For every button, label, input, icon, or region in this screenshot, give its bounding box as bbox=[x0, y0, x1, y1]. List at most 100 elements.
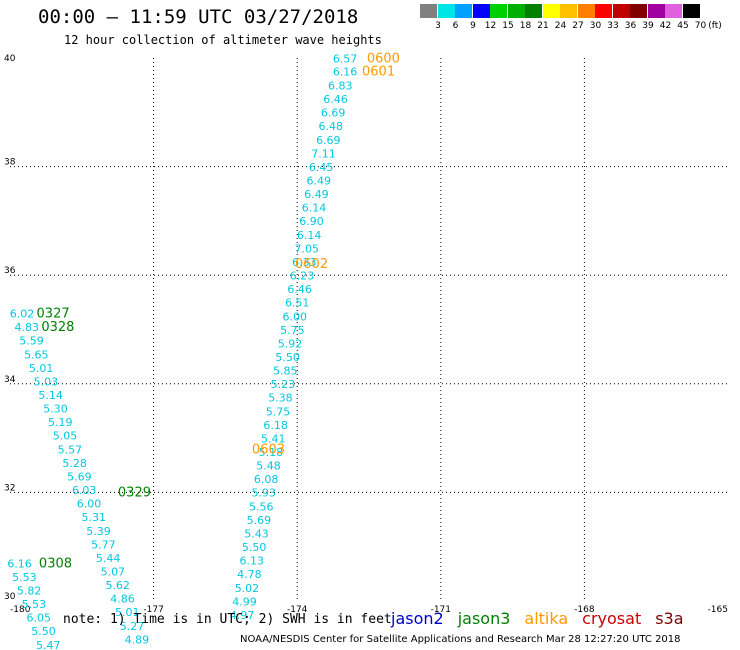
swh-value: 6.13 bbox=[239, 555, 264, 568]
scale-swatch-39 bbox=[630, 4, 647, 18]
x-tick-label: -174 bbox=[287, 605, 308, 615]
swh-value: 5.93 bbox=[251, 487, 276, 500]
swh-value: 6.14 bbox=[297, 229, 322, 242]
swh-value: 5.62 bbox=[105, 579, 130, 592]
time-label: 0601 bbox=[362, 64, 395, 79]
swh-value: 5.41 bbox=[261, 432, 286, 445]
swh-value: 6.05 bbox=[26, 612, 51, 625]
scale-label-9: 9 bbox=[470, 21, 476, 31]
swh-value: 7.11 bbox=[311, 147, 336, 160]
swh-value: 5.50 bbox=[242, 541, 267, 554]
swh-value: 4.83 bbox=[15, 321, 40, 334]
swh-value: 7.05 bbox=[295, 242, 320, 255]
swh-value: 6.16 bbox=[7, 557, 32, 570]
scale-label-15: 15 bbox=[502, 21, 514, 31]
chart-subtitle: 12 hour collection of altimeter wave hei… bbox=[64, 33, 382, 47]
scale-swatch-21 bbox=[525, 4, 542, 18]
swh-value: 5.82 bbox=[17, 584, 42, 597]
scale-unit: (ft) bbox=[708, 21, 722, 31]
swh-value: 6.23 bbox=[290, 270, 315, 283]
swh-value: 5.50 bbox=[31, 625, 56, 638]
scale-label-45: 45 bbox=[677, 21, 689, 31]
y-tick-label: 32 bbox=[4, 483, 15, 493]
scale-label-42: 42 bbox=[659, 21, 672, 31]
x-tick-label: -171 bbox=[431, 605, 451, 615]
swh-value: 5.77 bbox=[91, 538, 116, 551]
legend-jason2: jason2 bbox=[391, 609, 444, 628]
swh-value: 4.89 bbox=[125, 633, 150, 646]
legend-altika: altika bbox=[524, 609, 569, 628]
scale-label-36: 36 bbox=[624, 21, 637, 31]
scale-swatch-33 bbox=[595, 4, 612, 18]
chart-marks: 6.576.166.836.466.696.486.697.116.456.49… bbox=[7, 51, 400, 650]
y-tick-label: 34 bbox=[4, 375, 16, 385]
swh-value: 6.49 bbox=[304, 188, 329, 201]
scale-swatch-12 bbox=[472, 4, 490, 18]
swh-value: 6.49 bbox=[306, 175, 331, 188]
swh-value: 5.30 bbox=[43, 403, 68, 416]
scale-label-18: 18 bbox=[519, 21, 532, 31]
scale-label-6: 6 bbox=[452, 21, 459, 31]
x-tick-label: -180 bbox=[10, 605, 31, 615]
swh-value: 6.46 bbox=[287, 283, 312, 296]
scale-swatch-9 bbox=[455, 4, 472, 18]
swh-value: 5.65 bbox=[24, 348, 49, 361]
y-tick-label: 36 bbox=[4, 266, 16, 276]
scale-swatch-6 bbox=[437, 4, 455, 18]
swh-value: 5.39 bbox=[86, 525, 111, 538]
scale-swatch-15 bbox=[490, 4, 507, 18]
swh-value: 5.56 bbox=[249, 500, 274, 513]
swh-value: 5.05 bbox=[53, 430, 78, 443]
swh-value: 6.33 bbox=[292, 256, 317, 269]
scale-label-70: 70 bbox=[694, 21, 707, 31]
scale-swatch-36 bbox=[612, 4, 630, 18]
scale-label-21: 21 bbox=[537, 21, 549, 31]
time-label: 0327 bbox=[37, 307, 70, 322]
swh-value: 5.43 bbox=[244, 527, 269, 540]
legend-s3a: s3a bbox=[655, 609, 684, 628]
swh-value: 6.51 bbox=[285, 297, 310, 310]
y-tick-label: 30 bbox=[4, 592, 16, 602]
swh-value: 6.45 bbox=[309, 161, 334, 174]
swh-value: 5.85 bbox=[273, 365, 298, 378]
swh-value: 5.27 bbox=[120, 620, 145, 633]
swh-value: 5.28 bbox=[62, 457, 87, 470]
swh-value: 5.01 bbox=[29, 362, 54, 375]
chart-axes: -180 -177 -174 -171 -168 -165 30 32 34 36 38 40 bbox=[4, 54, 728, 615]
time-label: 0328 bbox=[41, 320, 74, 335]
swh-value: 5.44 bbox=[96, 552, 121, 565]
swh-value: 5.14 bbox=[38, 389, 63, 402]
swh-value: 6.69 bbox=[316, 134, 341, 147]
time-label: 0603 bbox=[252, 442, 285, 457]
swh-value: 5.19 bbox=[48, 416, 73, 429]
scale-swatch-30 bbox=[577, 4, 595, 18]
swh-value: 5.57 bbox=[58, 443, 83, 456]
scale-label-33: 33 bbox=[607, 21, 619, 31]
swh-value: 5.92 bbox=[278, 337, 303, 350]
swh-value: 6.03 bbox=[72, 484, 97, 497]
scale-swatch-18 bbox=[507, 4, 525, 18]
swh-value: 4.99 bbox=[232, 595, 257, 608]
swh-value: 4.78 bbox=[237, 568, 262, 581]
swh-value: 6.00 bbox=[77, 498, 102, 511]
satellite-legend: jason2 jason3 altika cryosat s3a bbox=[391, 609, 698, 628]
swh-value: 6.69 bbox=[321, 107, 346, 120]
swh-value: 5.75 bbox=[280, 324, 305, 337]
swh-value: 6.14 bbox=[302, 202, 327, 215]
scale-swatch-45 bbox=[665, 4, 682, 18]
swh-value: 6.90 bbox=[299, 215, 324, 228]
swh-value: 6.08 bbox=[254, 473, 279, 486]
chart-title: 00:00 – 11:59 UTC 03/27/2018 bbox=[38, 6, 359, 28]
swh-value: 5.02 bbox=[235, 582, 260, 595]
swh-value: 6.46 bbox=[323, 93, 348, 106]
swh-value: 6.00 bbox=[283, 310, 308, 323]
time-label: 0329 bbox=[118, 486, 151, 501]
x-tick-label: -165 bbox=[708, 605, 728, 615]
swh-value: 5.53 bbox=[22, 598, 47, 611]
scale-swatch-42 bbox=[647, 4, 665, 18]
swh-value: 4.86 bbox=[110, 593, 135, 606]
swh-value: 5.01 bbox=[115, 606, 140, 619]
swh-value: 5.50 bbox=[275, 351, 300, 364]
swh-value: 5.59 bbox=[19, 335, 44, 348]
